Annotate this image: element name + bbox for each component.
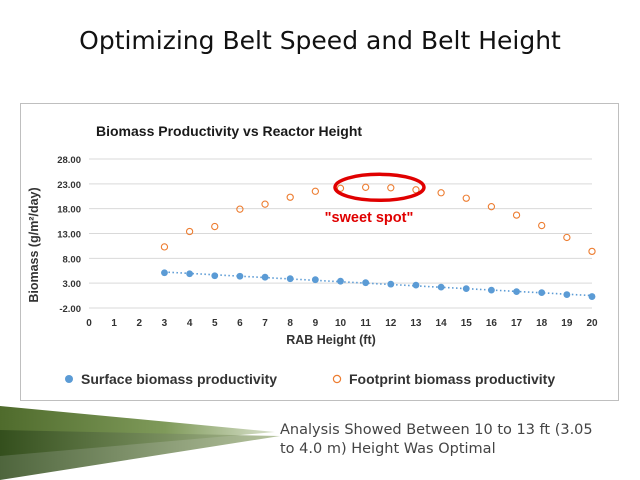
footprint-point <box>160 243 169 251</box>
x-tick-label: 16 <box>486 318 498 329</box>
footprint-point <box>261 200 269 208</box>
surface-point <box>337 277 344 285</box>
footprint-point <box>387 184 395 192</box>
y-tick-label: 23.00 <box>57 180 81 191</box>
surface-point <box>412 281 420 289</box>
footprint-point <box>236 205 244 213</box>
gridlines <box>89 158 592 309</box>
footprint-point <box>361 183 370 191</box>
surface-point <box>588 293 596 300</box>
legend-marker-footprint <box>332 374 342 384</box>
legend: Surface biomass productivity Footprint b… <box>65 371 555 387</box>
footprint-point <box>563 233 571 242</box>
y-tick-label: 8.00 <box>63 254 82 265</box>
x-tick-label: 6 <box>237 318 243 329</box>
footprint-point <box>437 189 445 197</box>
x-tick-label: 14 <box>436 318 448 329</box>
data-points <box>160 183 596 300</box>
x-axis-label: RAB Height (ft) <box>286 333 376 347</box>
y-tick-label: -2.00 <box>59 304 81 315</box>
y-tick-label: 18.00 <box>57 205 81 216</box>
x-tick-label: 7 <box>262 318 268 329</box>
trendline <box>164 271 593 297</box>
footprint-point <box>311 187 319 195</box>
footprint-point <box>336 184 345 192</box>
caption-line-1: Analysis Showed Between 10 to 13 ft (3.0… <box>280 422 593 438</box>
surface-point <box>563 291 571 298</box>
legend-label-surface: Surface biomass productivity <box>81 371 277 387</box>
surface-point <box>161 269 168 277</box>
legend-label-footprint: Footprint biomass productivity <box>349 371 555 387</box>
caption: Analysis Showed Between 10 to 13 ft (3.0… <box>280 421 630 459</box>
x-tick-label: 20 <box>586 318 598 329</box>
surface-point <box>462 285 470 293</box>
x-tick-label: 10 <box>335 318 347 329</box>
x-tick-label: 4 <box>187 318 193 329</box>
footprint-point <box>211 222 219 231</box>
y-tick-label: 13.00 <box>57 230 81 241</box>
x-tick-label: 5 <box>212 318 218 329</box>
footprint-point <box>185 227 194 236</box>
sweet-spot-ellipse <box>333 172 426 203</box>
y-tick-label: 28.00 <box>57 155 81 166</box>
surface-point <box>488 286 495 294</box>
surface-point <box>261 273 269 281</box>
x-tick-label: 0 <box>86 318 92 329</box>
footprint-point <box>412 186 420 194</box>
legend-marker-surface <box>65 375 73 383</box>
footprint-point <box>462 194 470 202</box>
y-tick-labels: -2.00 3.00 8.00 13.00 18.00 23.00 28.00 <box>57 155 81 315</box>
surface-point <box>311 276 319 284</box>
y-tick-label: 3.00 <box>63 279 82 290</box>
caption-line-2: to 4.0 m) Height Was Optimal <box>280 441 496 457</box>
surface-point <box>186 270 194 278</box>
x-tick-label: 19 <box>561 318 573 329</box>
surface-point <box>513 288 520 296</box>
x-tick-label: 9 <box>313 318 319 329</box>
scatter-chart: Biomass Productivity vs Reactor Height -… <box>27 123 598 387</box>
footer-decoration <box>0 406 280 480</box>
footprint-point <box>487 203 496 211</box>
footprint-point <box>588 247 596 256</box>
surface-point <box>286 275 294 283</box>
surface-point <box>387 280 395 288</box>
footprint-point <box>512 211 521 219</box>
x-tick-label: 17 <box>511 318 523 329</box>
surface-trendline <box>164 271 593 297</box>
surface-point <box>236 272 244 280</box>
x-tick-label: 1 <box>111 318 117 329</box>
footprint-point <box>286 193 294 201</box>
x-tick-label: 8 <box>287 318 293 329</box>
slide-title: Optimizing Belt Speed and Belt Height <box>79 26 561 55</box>
x-tick-label: 2 <box>137 318 143 329</box>
y-axis-label: Biomass (g/m²/day) <box>27 187 41 302</box>
x-tick-label: 18 <box>536 318 548 329</box>
surface-point <box>437 283 445 291</box>
surface-point <box>362 279 370 287</box>
x-tick-labels: 0 1 2 3 4 5 6 7 8 9 10 11 12 13 14 15 16 17 18 19 20 <box>86 318 598 329</box>
chart-title: Biomass Productivity vs Reactor Height <box>96 123 362 139</box>
surface-point <box>211 272 219 280</box>
surface-point <box>538 289 546 297</box>
x-tick-label: 15 <box>461 318 473 329</box>
x-tick-label: 3 <box>162 318 168 329</box>
sweet-spot-label: "sweet spot" <box>325 210 414 226</box>
chart-frame: Biomass Productivity vs Reactor Height -… <box>20 103 619 401</box>
footprint-point <box>538 221 546 230</box>
x-tick-label: 13 <box>410 318 422 329</box>
x-tick-label: 11 <box>360 318 371 329</box>
x-tick-label: 12 <box>385 318 397 329</box>
